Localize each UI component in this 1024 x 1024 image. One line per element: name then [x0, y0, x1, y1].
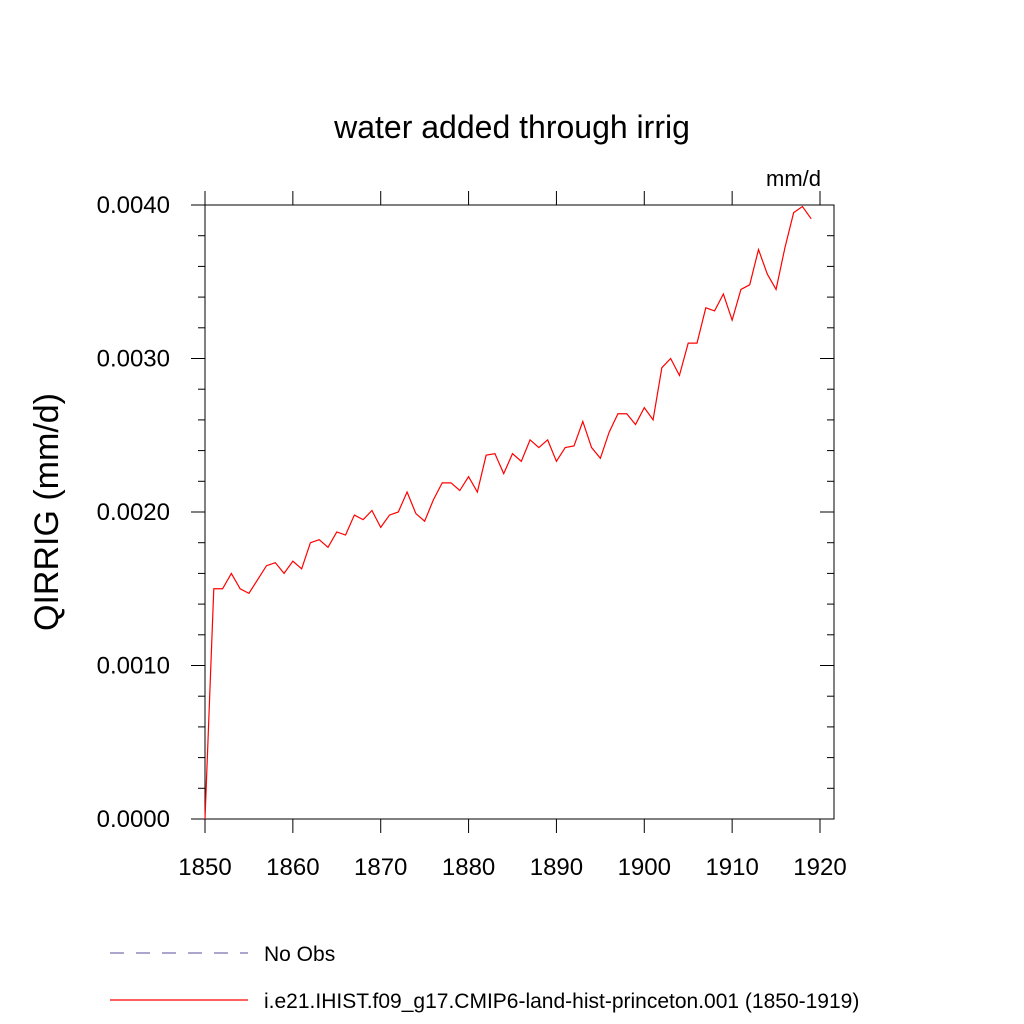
legend: No Obs i.e21.IHIST.f09_g17.CMIP6-land-his… [110, 943, 859, 1013]
x-tick-label: 1910 [705, 854, 758, 881]
series-layer [204, 205, 812, 820]
y-tick-label: 0.0000 [97, 806, 170, 833]
y-tick-label: 0.0020 [97, 499, 170, 526]
plot-frame [204, 204, 835, 820]
x-tick-label: 1870 [354, 854, 407, 881]
legend-label: i.e21.IHIST.f09_g17.CMIP6-land-hist-prin… [264, 990, 859, 1013]
x-tick-label: 1880 [442, 854, 495, 881]
axis-ticks: 1850 1860 1870 1880 1890 1900 1910 1920 0.0000 0.… [97, 191, 847, 881]
x-tick-label: 1850 [178, 854, 231, 881]
series-line [204, 205, 812, 820]
legend-label: No Obs [264, 943, 335, 966]
y-tick-label: 0.0010 [97, 653, 170, 680]
y-axis-label: QIRRIG (mm/d) [28, 393, 66, 631]
x-tick-label: 1920 [793, 854, 846, 881]
units-label: mm/d [766, 166, 821, 191]
y-tick-label: 0.0040 [97, 192, 170, 219]
x-tick-label: 1890 [530, 854, 583, 881]
x-tick-label: 1900 [618, 854, 671, 881]
chart-title: water added through irrig [333, 109, 690, 145]
y-tick-label: 0.0030 [97, 346, 170, 373]
x-tick-label: 1860 [266, 854, 319, 881]
